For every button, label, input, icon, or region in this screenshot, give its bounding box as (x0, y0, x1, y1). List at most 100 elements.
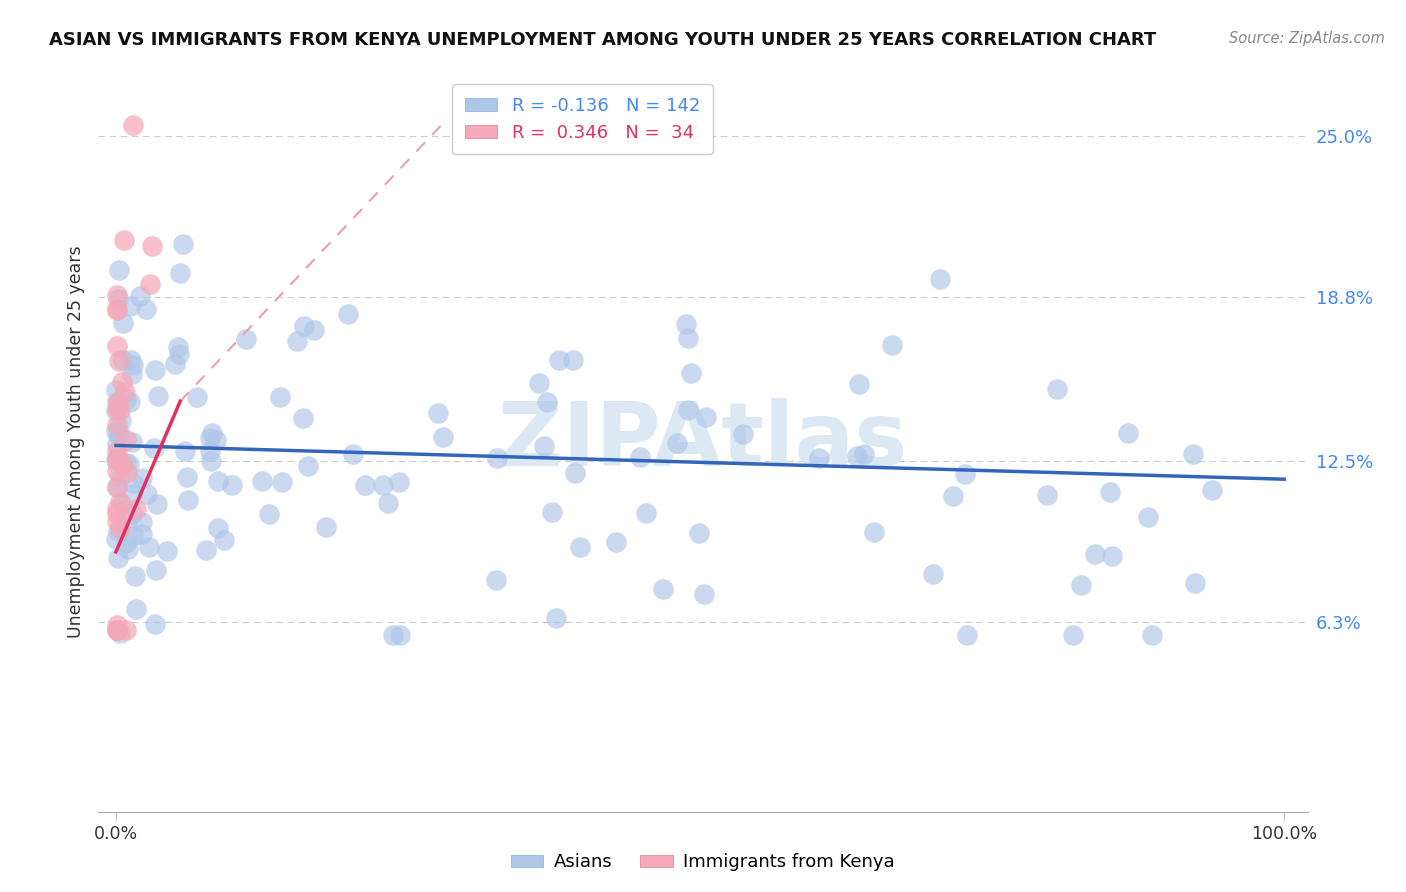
Text: Source: ZipAtlas.com: Source: ZipAtlas.com (1229, 31, 1385, 46)
Point (107, 425, 129, 439)
Point (114, 535, 136, 549)
Point (105, 303, 128, 318)
Point (679, 367, 702, 381)
Point (146, 389, 169, 403)
Point (427, 406, 450, 420)
Point (105, 339, 128, 353)
Point (107, 480, 129, 494)
Point (125, 502, 148, 516)
Point (121, 487, 143, 501)
Point (125, 602, 148, 616)
Point (105, 301, 128, 316)
Point (112, 352, 135, 367)
Point (666, 435, 689, 450)
Point (108, 521, 131, 535)
Point (186, 390, 208, 404)
Point (112, 316, 135, 330)
Point (105, 623, 128, 637)
Point (381, 628, 404, 642)
Point (1201, 483, 1223, 497)
Point (548, 353, 571, 368)
Point (880, 338, 903, 352)
Point (921, 566, 943, 581)
Point (207, 474, 229, 488)
Point (562, 352, 585, 367)
Point (252, 474, 274, 488)
Point (852, 447, 875, 461)
Point (1036, 488, 1059, 502)
Point (105, 451, 128, 466)
Point (131, 527, 153, 541)
Point (527, 376, 550, 390)
Point (105, 506, 128, 520)
Point (848, 376, 870, 391)
Point (121, 367, 143, 381)
Point (486, 450, 509, 465)
Point (105, 424, 128, 438)
Point (200, 444, 222, 458)
Point (235, 332, 257, 346)
Point (1116, 426, 1139, 441)
Legend: R = -0.136   N = 142, R =  0.346   N =  34: R = -0.136 N = 142, R = 0.346 N = 34 (453, 84, 713, 154)
Y-axis label: Unemployment Among Youth under 25 years: Unemployment Among Youth under 25 years (66, 245, 84, 638)
Point (111, 375, 134, 389)
Legend: Asians, Immigrants from Kenya: Asians, Immigrants from Kenya (503, 847, 903, 879)
Point (353, 477, 375, 491)
Point (485, 573, 508, 587)
Point (131, 515, 153, 529)
Point (176, 470, 198, 484)
Point (105, 617, 128, 632)
Point (605, 535, 627, 549)
Point (371, 477, 394, 491)
Point (207, 521, 229, 535)
Point (1070, 578, 1092, 592)
Point (257, 508, 280, 522)
Point (115, 456, 138, 470)
Point (942, 489, 965, 503)
Point (172, 237, 194, 252)
Point (105, 418, 128, 433)
Point (1184, 576, 1206, 591)
Point (342, 447, 364, 461)
Point (114, 433, 136, 447)
Point (108, 495, 131, 509)
Point (678, 403, 700, 417)
Point (302, 323, 325, 337)
Point (1098, 485, 1121, 500)
Point (652, 582, 675, 596)
Point (105, 383, 128, 397)
Point (104, 403, 127, 417)
Point (163, 357, 186, 371)
Point (269, 390, 291, 404)
Point (291, 411, 314, 425)
Point (169, 347, 191, 361)
Point (1137, 509, 1160, 524)
Point (141, 239, 163, 253)
Point (105, 465, 128, 479)
Point (546, 611, 568, 625)
Point (636, 507, 658, 521)
Point (1062, 628, 1084, 642)
Point (105, 437, 128, 451)
Point (1045, 382, 1067, 396)
Text: ASIAN VS IMMIGRANTS FROM KENYA UNEMPLOYMENT AMONG YOUTH UNDER 25 YEARS CORRELATI: ASIAN VS IMMIGRANTS FROM KENYA UNEMPLOYM… (49, 31, 1157, 49)
Point (564, 466, 586, 480)
Point (111, 456, 134, 470)
Point (292, 319, 315, 334)
Point (846, 449, 869, 463)
Point (1182, 447, 1205, 461)
Point (195, 542, 218, 557)
Point (115, 517, 138, 532)
Point (105, 402, 128, 417)
Point (929, 271, 952, 285)
Point (675, 317, 697, 331)
Point (212, 533, 235, 547)
Point (131, 471, 153, 485)
Point (135, 302, 157, 317)
Point (115, 392, 138, 406)
Point (169, 266, 191, 280)
Point (432, 430, 454, 444)
Point (1140, 628, 1163, 642)
Point (166, 340, 188, 354)
Point (221, 478, 243, 492)
